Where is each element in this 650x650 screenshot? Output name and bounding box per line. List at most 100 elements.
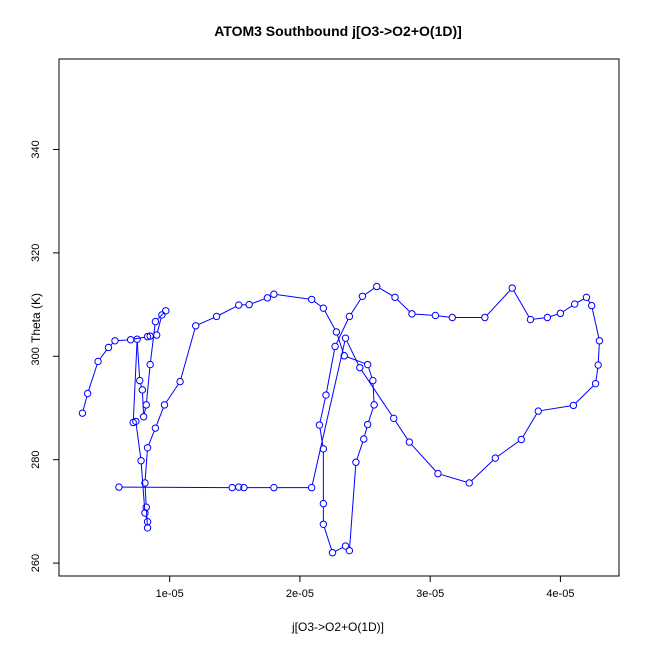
data-point	[543, 313, 552, 322]
series-line-segment	[136, 342, 141, 378]
series-line-segment	[326, 349, 335, 392]
plot-frame	[58, 58, 620, 577]
data-point	[94, 357, 102, 366]
series-line-segment	[324, 310, 336, 330]
data-point	[143, 332, 152, 341]
y-tick-label: 280	[30, 450, 42, 468]
data-point	[83, 389, 92, 398]
data-point	[136, 376, 144, 385]
data-point	[508, 284, 516, 292]
data-point	[162, 307, 170, 315]
data-point	[322, 391, 330, 399]
series-line-segment	[595, 368, 599, 381]
data-point	[270, 483, 278, 492]
series-line-segment	[350, 298, 362, 315]
data-point	[389, 414, 398, 423]
series-line-segment	[148, 430, 155, 445]
data-point	[143, 524, 152, 532]
data-point	[319, 445, 328, 453]
data-point	[405, 438, 414, 446]
series-line-segment	[440, 474, 467, 483]
data-point	[408, 310, 416, 318]
data-point	[240, 483, 248, 492]
series-line-segment	[541, 405, 571, 412]
data-point	[137, 457, 145, 465]
series-line-segment	[396, 299, 410, 313]
series-line-segment	[82, 396, 88, 411]
data-point	[141, 479, 149, 487]
x-tick-label: 4e-05	[546, 588, 574, 600]
series-line-segment	[313, 300, 322, 307]
series-line-segment	[364, 427, 368, 437]
data-point	[340, 352, 348, 360]
series-line-segment	[395, 420, 408, 440]
series-line-segment	[132, 342, 138, 420]
data-point	[133, 335, 141, 343]
data-point	[356, 363, 364, 372]
series-line-segment	[533, 317, 545, 320]
data-point	[341, 542, 350, 550]
data-point	[115, 483, 123, 491]
chart-title: ATOM3 Southbound j[O3->O2+O(1D)]	[214, 23, 462, 39]
series-line-segment	[486, 290, 511, 316]
series-line-segment	[319, 428, 324, 446]
series-line-segment	[180, 328, 196, 379]
data-point	[328, 549, 337, 557]
data-point	[587, 301, 596, 310]
series-line-segment	[99, 349, 107, 360]
series-line-segment	[336, 319, 349, 344]
data-point	[228, 483, 236, 492]
data-point	[370, 401, 378, 409]
x-tick-label: 1e-05	[156, 588, 184, 600]
series-line-segment	[319, 398, 326, 423]
series-line-segment	[146, 367, 151, 402]
series-line-segment	[587, 299, 591, 304]
data-point	[571, 300, 579, 308]
x-axis: 1e-05 2e-05 3e-05 4e-05	[156, 576, 574, 600]
data-point	[481, 313, 489, 322]
data-point	[358, 292, 367, 301]
data-point	[270, 290, 278, 298]
data-point	[345, 312, 354, 321]
data-point	[132, 417, 140, 426]
series-line-segment	[140, 383, 142, 387]
series-line-segment	[577, 298, 584, 303]
y-tick-label: 340	[30, 140, 42, 158]
series-line-segment	[550, 313, 558, 318]
data-point	[534, 407, 542, 415]
data-point	[138, 386, 147, 394]
series-line-segment	[133, 336, 145, 340]
series-line-segment	[150, 324, 156, 362]
series-line-segment	[415, 313, 433, 316]
series-line-segment	[251, 298, 265, 304]
data-point	[319, 304, 328, 312]
plot-area	[78, 282, 604, 557]
series-line-segment	[156, 407, 164, 426]
series-line-segment	[346, 340, 359, 365]
x-tick-label: 3e-05	[416, 588, 444, 600]
data-point	[307, 295, 316, 304]
data-point	[391, 293, 399, 302]
y-tick-label: 260	[30, 554, 42, 572]
series-line-segment	[145, 510, 148, 525]
data-point	[345, 546, 354, 555]
data-point	[434, 469, 442, 478]
series-line-segment	[349, 465, 357, 548]
data-point	[319, 520, 328, 528]
series-line-segment	[135, 424, 142, 458]
data-point	[369, 376, 377, 385]
data-point	[158, 311, 166, 319]
data-point	[332, 328, 341, 336]
data-point	[146, 360, 154, 369]
data-point	[360, 435, 368, 443]
series-line-segment	[575, 385, 594, 404]
data-point	[315, 421, 324, 429]
series-line-segment	[361, 370, 393, 416]
data-point	[431, 311, 440, 320]
data-point	[517, 435, 526, 444]
data-point	[245, 300, 253, 309]
data-point	[307, 483, 316, 492]
data-point	[582, 293, 591, 302]
data-point	[556, 309, 565, 318]
